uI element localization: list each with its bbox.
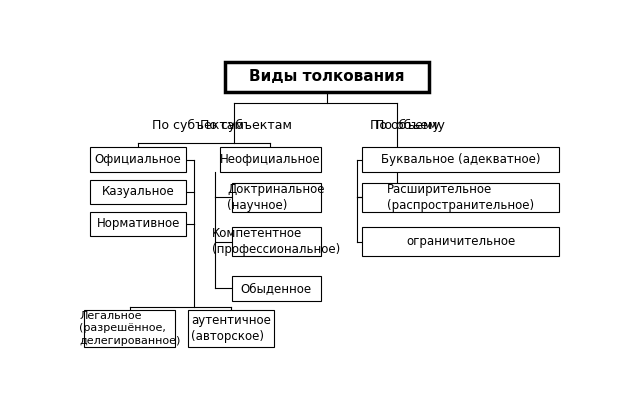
FancyBboxPatch shape	[232, 183, 321, 212]
FancyBboxPatch shape	[90, 147, 186, 172]
FancyBboxPatch shape	[220, 147, 321, 172]
FancyBboxPatch shape	[90, 212, 186, 236]
Text: Виды толкования: Виды толкования	[249, 69, 404, 84]
Text: Обыденное: Обыденное	[241, 282, 312, 295]
FancyBboxPatch shape	[232, 276, 321, 300]
FancyBboxPatch shape	[363, 147, 559, 172]
Text: Казуальное: Казуальное	[102, 185, 175, 198]
FancyBboxPatch shape	[188, 310, 274, 347]
Text: Нормативное: Нормативное	[97, 217, 180, 230]
Text: Доктринальное
(научное): Доктринальное (научное)	[227, 183, 325, 212]
Text: По субъектам: По субъектам	[200, 119, 292, 133]
FancyBboxPatch shape	[232, 227, 321, 256]
Text: Легальное
(разрешённое,
делегированное): Легальное (разрешённое, делегированное)	[79, 311, 180, 345]
FancyBboxPatch shape	[363, 183, 559, 212]
Text: Буквальное (адекватное): Буквальное (адекватное)	[381, 153, 540, 166]
Text: аутентичное
(авторское): аутентичное (авторское)	[190, 314, 271, 343]
FancyBboxPatch shape	[84, 310, 175, 347]
Text: По объему: По объему	[375, 119, 444, 133]
Text: Официальное: Официальное	[95, 153, 182, 166]
Text: Неофициальное: Неофициальное	[220, 153, 321, 166]
Text: Компетентное
(профессиональное): Компетентное (профессиональное)	[212, 227, 340, 256]
Text: Расширительное
(распространительное): Расширительное (распространительное)	[387, 183, 534, 212]
FancyBboxPatch shape	[225, 62, 429, 92]
Text: По субъектам: По субъектам	[152, 119, 244, 133]
FancyBboxPatch shape	[363, 227, 559, 256]
Text: ограничительное: ограничительное	[406, 235, 516, 248]
FancyBboxPatch shape	[90, 179, 186, 204]
Text: По объему: По объему	[370, 119, 439, 133]
